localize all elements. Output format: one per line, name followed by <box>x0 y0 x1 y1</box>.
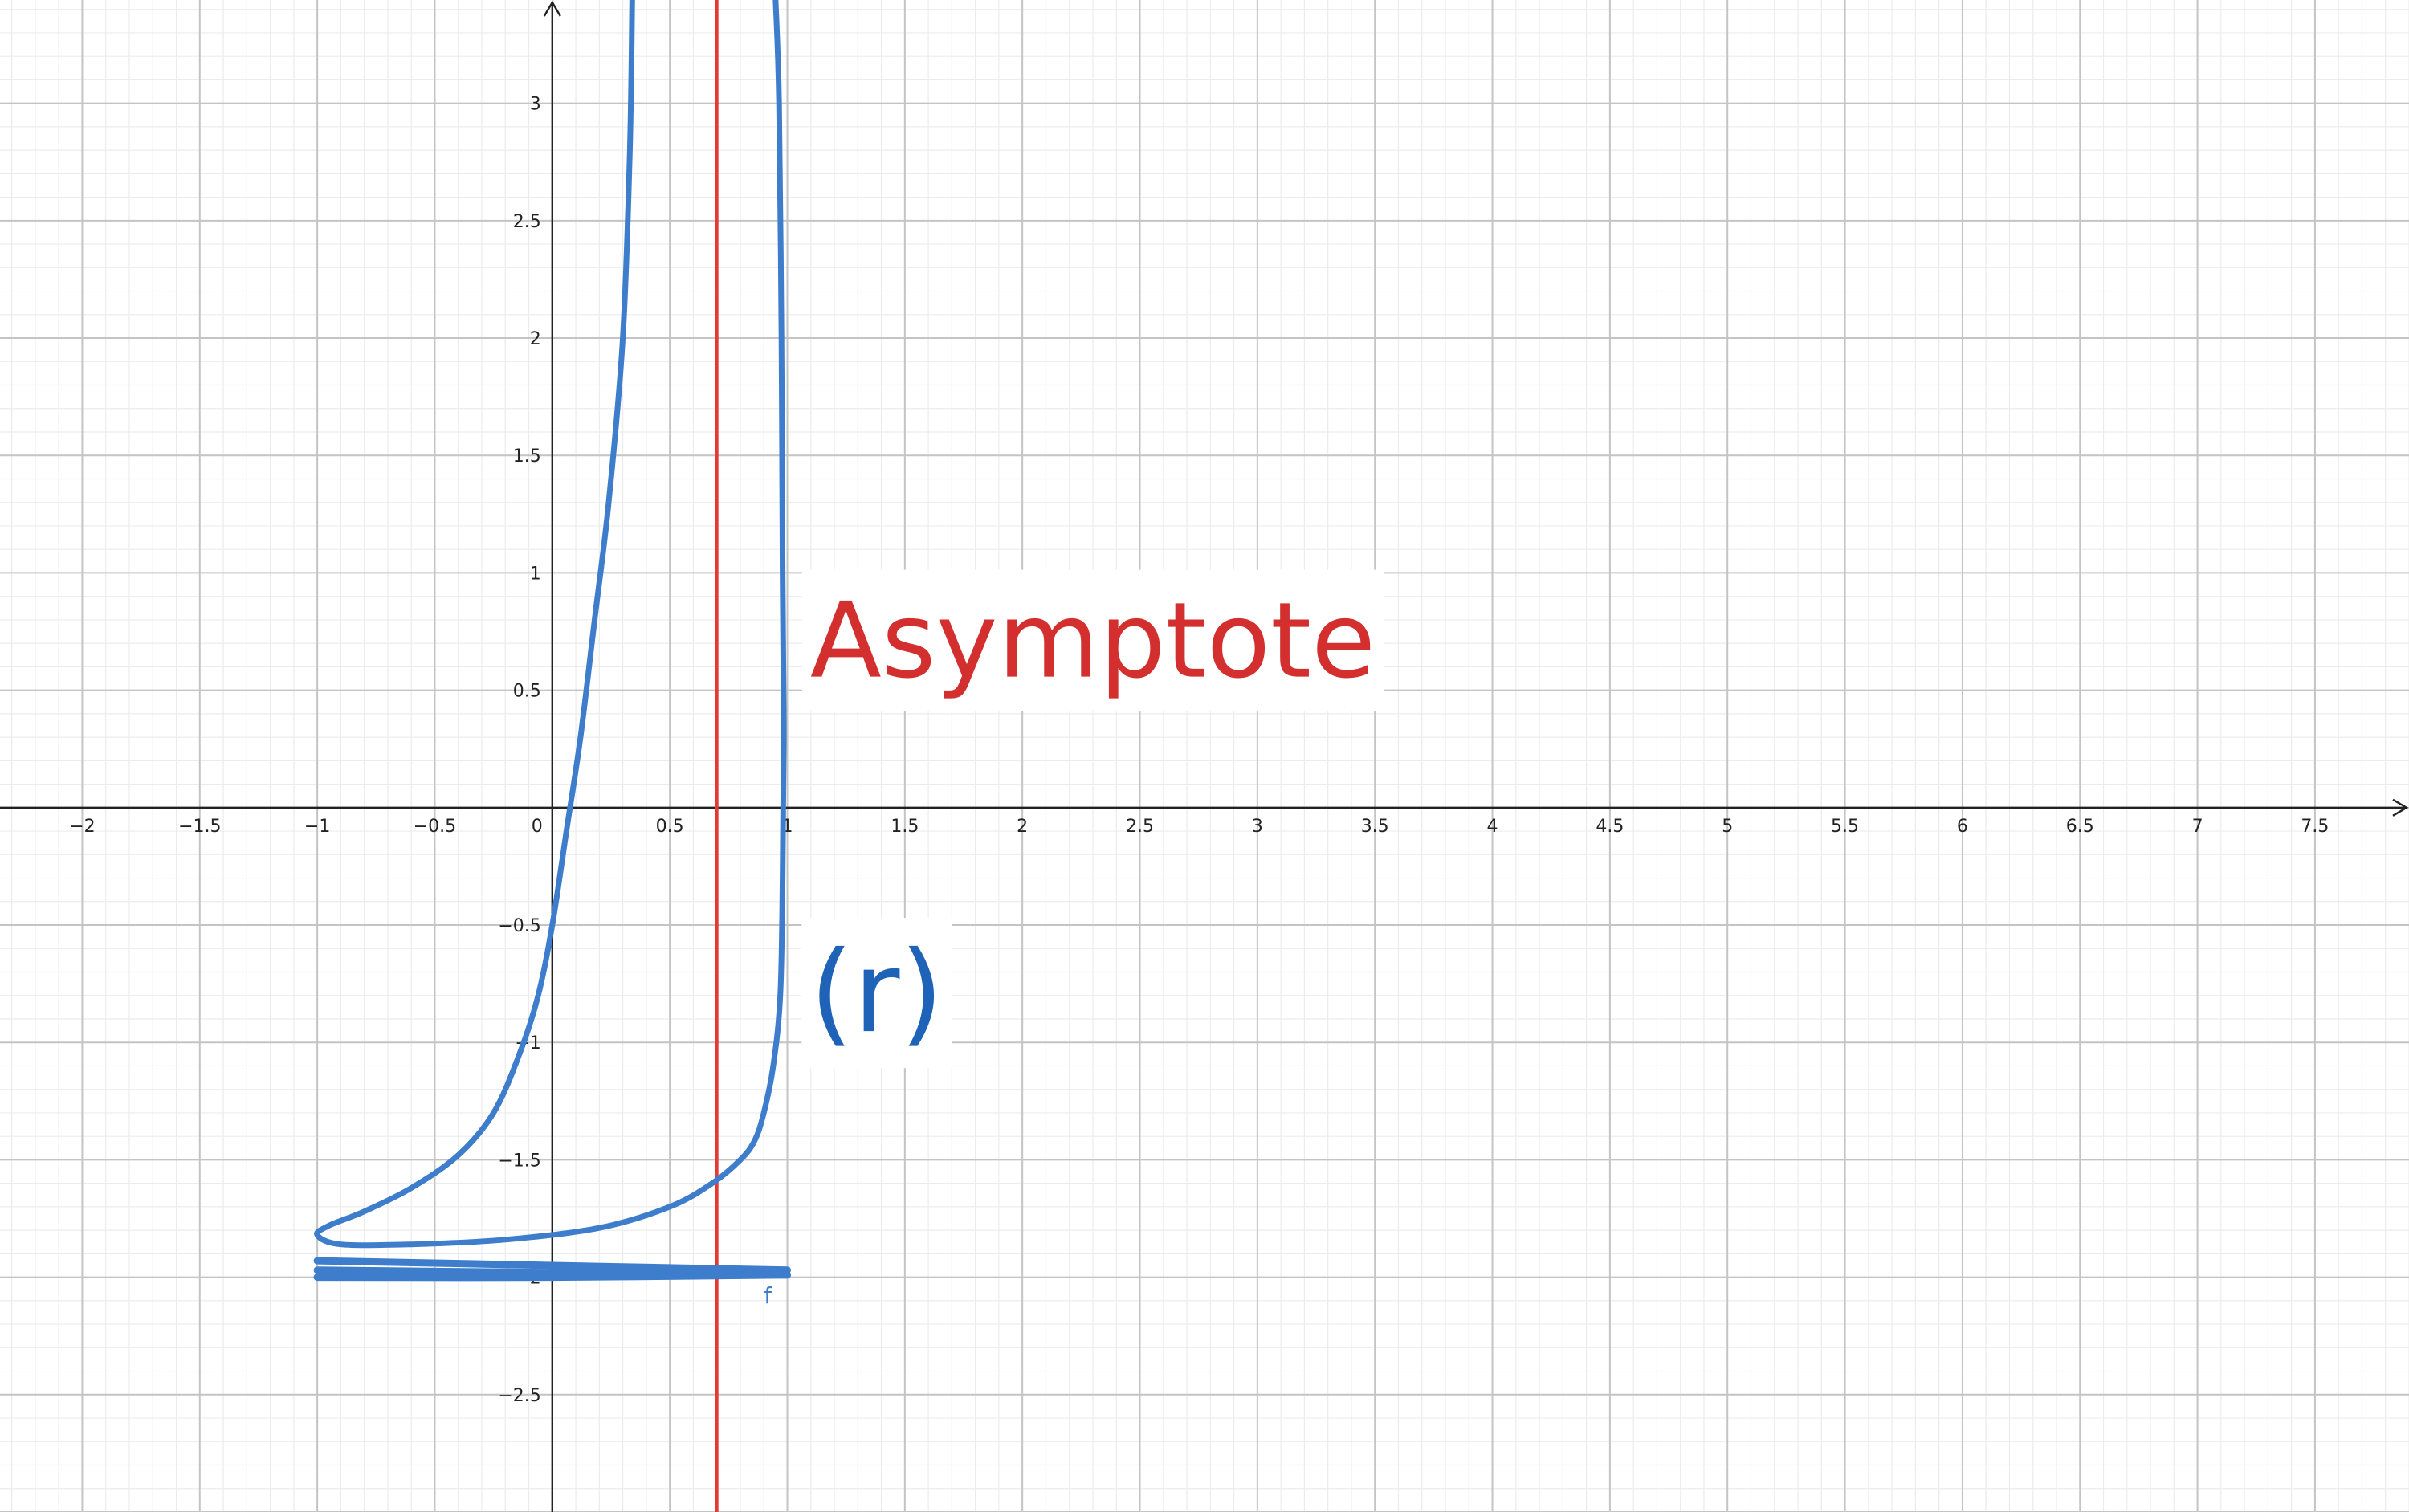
x-tick-label: 5 <box>1722 817 1733 837</box>
x-tick-label: 4.5 <box>1596 817 1624 837</box>
x-tick-label: 3.5 <box>1361 817 1389 837</box>
x-tick-label: 3 <box>1252 817 1263 837</box>
y-tick-label: −0.5 <box>498 916 540 936</box>
curve-f-band[interactable] <box>313 1271 791 1282</box>
r-annotation[interactable]: (r) <box>801 918 952 1069</box>
x-tick-label: 2 <box>1017 817 1028 837</box>
x-tick-label: 1.5 <box>891 817 919 837</box>
y-axis-arrow-icon <box>543 0 561 17</box>
curve-layer[interactable]: f <box>313 0 791 1309</box>
curve-f[interactable] <box>314 0 787 1249</box>
x-tick-label: 5.5 <box>1831 817 1859 837</box>
annotation-text: Asymptote <box>810 580 1376 702</box>
annotation-background <box>801 918 952 1069</box>
x-tick-label: 6 <box>1957 817 1968 837</box>
x-axis-arrow-icon <box>2392 798 2409 817</box>
x-tick-labels: −2 −1.5 −1 −0.5 0 0.5 1 1.5 2 2.5 3 3.5 4 4.5 5 5.5 6 6.5… <box>69 817 2329 837</box>
x-tick-label: 6.5 <box>2066 817 2094 837</box>
curve-f-band[interactable] <box>313 1257 791 1274</box>
y-tick-label: −1.5 <box>498 1151 540 1171</box>
y-tick-label: 2.5 <box>513 212 541 232</box>
x-tick-label: −1.5 <box>178 817 221 837</box>
x-tick-label: 4 <box>1487 817 1498 837</box>
y-tick-label: 0.5 <box>513 682 541 702</box>
x-tick-label: 0 <box>532 817 543 837</box>
y-tick-label: 1.5 <box>513 446 541 467</box>
x-tick-label: 0.5 <box>656 817 684 837</box>
y-tick-label: 2 <box>530 329 541 349</box>
y-tick-label: 3 <box>530 95 541 115</box>
x-tick-label: −0.5 <box>414 817 456 837</box>
x-tick-label: −2 <box>69 817 95 837</box>
y-tick-label: −2.5 <box>498 1386 540 1406</box>
y-tick-label: 1 <box>530 564 541 584</box>
x-tick-label: −1 <box>304 817 330 837</box>
annotation-text: (r) <box>809 927 944 1058</box>
x-tick-label: 2.5 <box>1126 817 1154 837</box>
annotation-background <box>801 569 1384 711</box>
annotation-layer[interactable]: Asymptote (r) <box>801 569 1384 1069</box>
x-tick-label: 7 <box>2192 817 2203 837</box>
asymptote-annotation[interactable]: Asymptote <box>801 569 1384 711</box>
y-tick-labels: −2.5−2−1.5−1−0.50.511.522.53 <box>498 95 540 1406</box>
curve-f-label: f <box>764 1282 772 1309</box>
x-tick-label: 7.5 <box>2301 817 2329 837</box>
